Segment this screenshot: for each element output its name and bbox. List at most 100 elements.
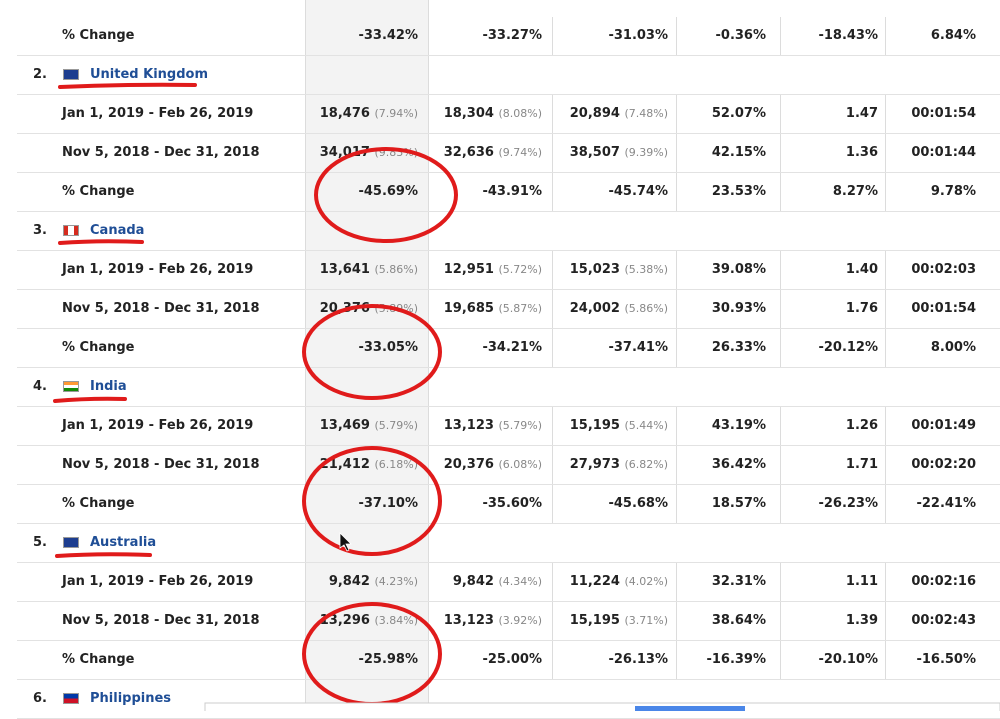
table-cell: -26.23% bbox=[780, 485, 878, 523]
table-row: Jan 1, 2019 - Feb 26, 2019 13,641 (5.86%)… bbox=[17, 251, 1000, 290]
table-cell: 15,195 (3.71%) bbox=[552, 602, 668, 640]
row-label: % Change bbox=[62, 184, 135, 199]
cell-value: 21,412 bbox=[319, 457, 370, 472]
underline bbox=[53, 396, 127, 403]
cell-share: (3.84%) bbox=[374, 614, 418, 627]
cell-value: 15,023 bbox=[569, 262, 620, 277]
table-cell: 20,894 (7.48%) bbox=[552, 95, 668, 133]
table-cell: 8.00% bbox=[885, 329, 976, 367]
column-divider bbox=[885, 446, 886, 484]
cell-value: 38,507 bbox=[569, 145, 620, 160]
cell-value: 00:02:43 bbox=[911, 613, 976, 628]
column-divider bbox=[780, 641, 781, 679]
table-cell: -18.43% bbox=[780, 17, 878, 55]
table-cell: -37.10% bbox=[305, 485, 418, 523]
table-cell: 12,951 (5.72%) bbox=[428, 251, 542, 289]
sorted-column bbox=[305, 0, 428, 711]
table-cell: 26.33% bbox=[676, 329, 766, 367]
column-divider bbox=[780, 563, 781, 601]
cell-value: 32,636 bbox=[443, 145, 494, 160]
table-cell: 11,224 (4.02%) bbox=[552, 563, 668, 601]
cell-value: -25.00% bbox=[482, 652, 542, 667]
red-marks bbox=[53, 82, 458, 706]
table-cell: 00:01:54 bbox=[885, 290, 976, 328]
table-cell: -33.42% bbox=[305, 17, 418, 55]
cell-share: (4.02%) bbox=[624, 575, 668, 588]
column-divider bbox=[676, 134, 677, 172]
country-name: United Kingdom bbox=[90, 67, 209, 82]
cell-share: (9.39%) bbox=[624, 146, 668, 159]
cell-value: 00:02:03 bbox=[911, 262, 976, 277]
cell-value: 00:01:44 bbox=[911, 145, 976, 160]
underline bbox=[58, 82, 197, 89]
rank: 5. bbox=[33, 535, 47, 550]
rank: 6. bbox=[33, 691, 47, 706]
column-divider bbox=[552, 95, 553, 133]
column-divider bbox=[885, 641, 886, 679]
cell-value: 15,195 bbox=[569, 418, 620, 433]
table-row: Jan 1, 2019 - Feb 26, 2019 13,469 (5.79%)… bbox=[17, 407, 1000, 446]
cell-value: -37.41% bbox=[608, 340, 668, 355]
row-label: % Change bbox=[62, 28, 135, 43]
cell-value: 6.84% bbox=[930, 28, 976, 43]
row-label: Nov 5, 2018 - Dec 31, 2018 bbox=[62, 613, 260, 628]
cell-value: 18.57% bbox=[711, 496, 766, 511]
cell-share: (7.48%) bbox=[624, 107, 668, 120]
column-divider bbox=[552, 485, 553, 523]
cursor bbox=[339, 532, 352, 552]
cell-share: (3.92%) bbox=[498, 614, 542, 627]
column-divider bbox=[780, 446, 781, 484]
table-cell: 1.40 bbox=[780, 251, 878, 289]
cell-value: -26.23% bbox=[818, 496, 878, 511]
cell-value: 8.00% bbox=[930, 340, 976, 355]
cell-value: 34,017 bbox=[319, 145, 370, 160]
table-cell: -25.00% bbox=[428, 641, 542, 679]
table-cell: 00:02:20 bbox=[885, 446, 976, 484]
cell-value: 00:02:16 bbox=[911, 574, 976, 589]
cell-share: (4.23%) bbox=[374, 575, 418, 588]
cell-value: 32.31% bbox=[711, 574, 766, 589]
column-divider bbox=[780, 290, 781, 328]
cell-value: 8.27% bbox=[832, 184, 878, 199]
table-cell: -26.13% bbox=[552, 641, 668, 679]
table-cell: 8.27% bbox=[780, 173, 878, 211]
cell-value: 13,123 bbox=[443, 418, 494, 433]
cell-value: 27,973 bbox=[569, 457, 620, 472]
cell-share: (3.71%) bbox=[624, 614, 668, 627]
cell-value: -20.12% bbox=[818, 340, 878, 355]
table-cell: 1.76 bbox=[780, 290, 878, 328]
country-row: 5. Australia bbox=[17, 524, 1000, 563]
cell-value: 13,641 bbox=[319, 262, 370, 277]
row-label: Jan 1, 2019 - Feb 26, 2019 bbox=[62, 574, 254, 589]
column-divider bbox=[552, 446, 553, 484]
column-divider bbox=[676, 641, 677, 679]
table-cell: -0.36% bbox=[676, 17, 767, 55]
column-divider bbox=[885, 251, 886, 289]
cell-share: (5.38%) bbox=[624, 263, 668, 276]
table-cell: 38.64% bbox=[676, 602, 766, 640]
cell-value: -31.03% bbox=[608, 28, 668, 43]
table-cell: 36.42% bbox=[676, 446, 766, 484]
cell-value: 00:01:49 bbox=[911, 418, 976, 433]
row-label: Jan 1, 2019 - Feb 26, 2019 bbox=[62, 262, 254, 277]
column-divider bbox=[780, 251, 781, 289]
column-divider bbox=[552, 602, 553, 640]
cell-share: (5.86%) bbox=[374, 263, 418, 276]
column-divider bbox=[780, 134, 781, 172]
table-cell: -33.05% bbox=[305, 329, 418, 367]
row-label: Jan 1, 2019 - Feb 26, 2019 bbox=[62, 418, 254, 433]
column-divider bbox=[676, 17, 677, 55]
country-name: India bbox=[90, 379, 127, 394]
cell-value: 13,123 bbox=[443, 613, 494, 628]
underline bbox=[55, 552, 152, 558]
table-cell: 42.15% bbox=[676, 134, 766, 172]
column-divider bbox=[885, 134, 886, 172]
table-cell: 23.53% bbox=[676, 173, 766, 211]
column-divider bbox=[676, 446, 677, 484]
cell-value: -18.43% bbox=[818, 28, 878, 43]
table-cell: 15,195 (5.44%) bbox=[552, 407, 668, 445]
table-cell: 9,842 (4.23%) bbox=[305, 563, 418, 601]
country-name: Australia bbox=[90, 535, 157, 550]
column-divider bbox=[552, 134, 553, 172]
